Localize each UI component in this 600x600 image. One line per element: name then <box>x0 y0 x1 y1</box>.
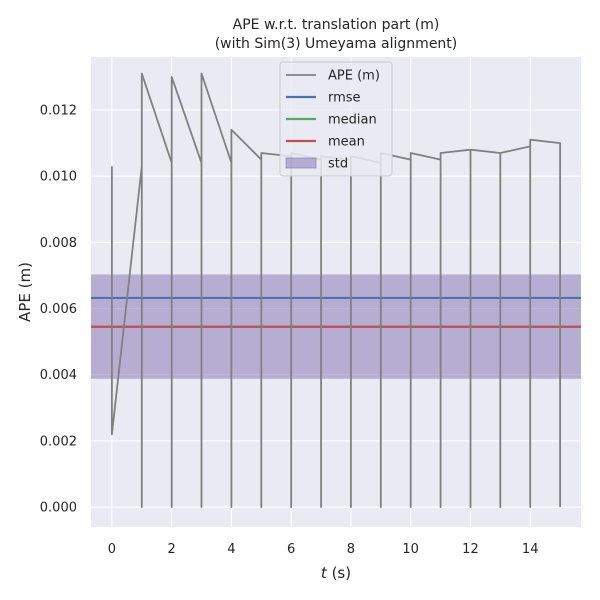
x-tick-label: 6 <box>287 542 295 557</box>
stat-lines <box>91 296 581 328</box>
y-axis-ticks: 0.000 0.002 0.004 0.006 0.008 0.010 0.012 <box>40 103 77 515</box>
y-tick-label: 0.004 <box>40 368 77 383</box>
y-tick-label: 0.010 <box>40 170 77 185</box>
chart-title: APE w.r.t. translation part (m) <box>233 17 440 33</box>
y-tick-label: 0.008 <box>40 236 77 251</box>
x-axis-label: t (s) <box>321 564 351 582</box>
y-tick-label: 0.006 <box>40 302 77 317</box>
x-tick-label: 12 <box>462 542 479 557</box>
x-tick-label: 4 <box>227 542 235 557</box>
x-tick-label: 14 <box>522 542 539 557</box>
legend-label: std <box>328 157 348 172</box>
y-axis-label: APE (m) <box>16 262 34 322</box>
y-tick-label: 0.012 <box>40 103 77 118</box>
legend-box <box>279 61 393 177</box>
x-axis-label-italic: t <box>321 564 328 582</box>
chart-subtitle: (with Sim(3) Umeyama alignment) <box>215 36 458 52</box>
legend-swatch-std <box>285 157 317 169</box>
legend-label: median <box>328 113 377 128</box>
y-tick-label: 0.000 <box>40 501 77 516</box>
legend-label: mean <box>328 135 365 150</box>
legend: APE (m) rmse median mean std <box>279 61 393 177</box>
legend-label: APE (m) <box>328 69 380 84</box>
legend-label: rmse <box>328 91 361 106</box>
x-axis-label-unit: (s) <box>327 564 351 582</box>
x-tick-label: 0 <box>108 542 116 557</box>
x-tick-label: 2 <box>168 542 176 557</box>
x-axis-ticks: 0 2 4 6 8 10 12 14 <box>108 542 539 557</box>
x-tick-label: 10 <box>402 542 419 557</box>
x-tick-label: 8 <box>347 542 355 557</box>
y-tick-label: 0.002 <box>40 434 77 449</box>
